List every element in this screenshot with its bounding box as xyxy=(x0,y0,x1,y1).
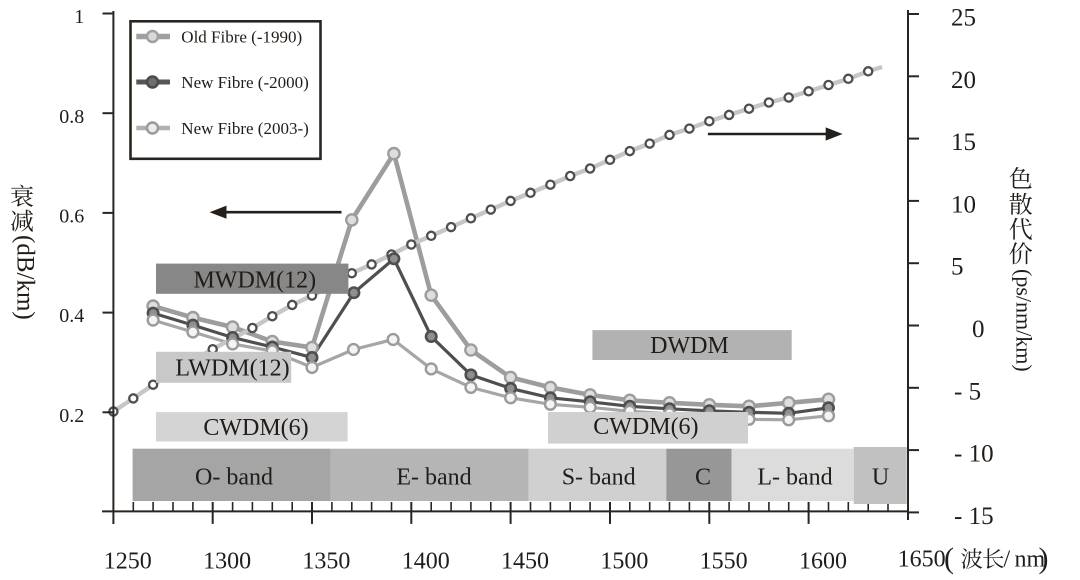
svg-text:): ) xyxy=(1039,542,1049,575)
svg-text:1450: 1450 xyxy=(501,548,549,574)
svg-text:1400: 1400 xyxy=(402,548,450,574)
svg-text:25: 25 xyxy=(951,5,976,32)
svg-text:U: U xyxy=(872,465,889,491)
svg-text:0.2: 0.2 xyxy=(59,405,84,427)
svg-text:1550: 1550 xyxy=(700,548,748,574)
svg-text:0.6: 0.6 xyxy=(59,206,84,228)
svg-text:1: 1 xyxy=(74,6,84,28)
svg-text:L- band: L- band xyxy=(757,465,832,491)
svg-text:1650: 1650 xyxy=(898,547,946,573)
svg-text:1600: 1600 xyxy=(799,548,847,574)
svg-text:15: 15 xyxy=(951,129,976,156)
svg-text:CWDM(6): CWDM(6) xyxy=(203,415,308,441)
svg-text:0: 0 xyxy=(972,316,985,343)
svg-text:Old Fibre (-1990): Old Fibre (-1990) xyxy=(181,28,302,47)
svg-text:(ps/nm/km): (ps/nm/km) xyxy=(1012,269,1037,372)
svg-text:New Fibre (2003-): New Fibre (2003-) xyxy=(181,119,308,138)
svg-text:1250: 1250 xyxy=(104,548,152,574)
svg-text:10: 10 xyxy=(951,191,976,218)
svg-text:MWDM(12): MWDM(12) xyxy=(193,268,316,294)
svg-text:0.4: 0.4 xyxy=(59,305,84,327)
svg-text:5: 5 xyxy=(951,254,964,281)
svg-text:- 5: - 5 xyxy=(954,378,981,405)
svg-text:1300: 1300 xyxy=(203,548,251,574)
svg-text:1500: 1500 xyxy=(600,548,648,574)
svg-text:DWDM: DWDM xyxy=(650,333,729,359)
svg-text:/: / xyxy=(1004,547,1011,573)
svg-text:(dB/km): (dB/km) xyxy=(12,235,39,320)
svg-text:20: 20 xyxy=(951,67,976,94)
svg-text:- 10: - 10 xyxy=(954,441,994,468)
svg-text:New Fibre (-2000): New Fibre (-2000) xyxy=(181,73,308,92)
svg-text:(: ( xyxy=(944,542,954,575)
svg-text:0.8: 0.8 xyxy=(59,106,84,128)
svg-text:CWDM(6): CWDM(6) xyxy=(593,414,698,440)
svg-text:nm: nm xyxy=(1015,547,1046,573)
svg-text:E- band: E- band xyxy=(396,465,471,491)
svg-text:LWDM(12): LWDM(12) xyxy=(175,355,289,381)
svg-text:S- band: S- band xyxy=(562,465,636,491)
svg-text:1350: 1350 xyxy=(302,548,350,574)
svg-text:O- band: O- band xyxy=(195,465,273,491)
svg-text:C: C xyxy=(695,465,711,491)
svg-text:- 15: - 15 xyxy=(954,503,994,530)
